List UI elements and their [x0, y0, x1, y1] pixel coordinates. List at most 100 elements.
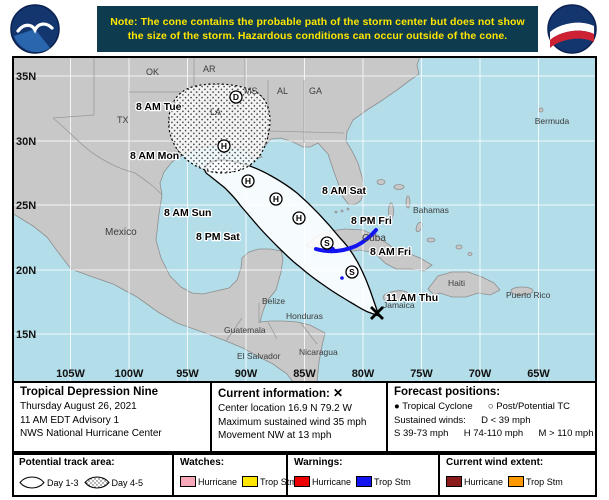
legend-warnings-items: Hurricane Trop Stm	[294, 476, 416, 487]
svg-text:H: H	[245, 176, 251, 186]
advisory-number: 11 AM EDT Advisory 1	[20, 414, 120, 426]
divider	[286, 455, 288, 495]
lat-label: 15N	[16, 329, 36, 341]
track-area-title: Potential track area:	[19, 457, 115, 468]
forecast-point: S	[320, 236, 334, 250]
hurricane-watch-swatch	[180, 476, 196, 487]
forecast-point: H	[292, 211, 306, 225]
current-position-marker	[370, 306, 384, 320]
ts-warning-label: Trop Stm	[374, 476, 411, 487]
track-time-label: 8 AM Fri	[370, 246, 411, 258]
lon-label: 85W	[293, 368, 316, 380]
track-time-label: 8 AM Tue	[136, 101, 182, 113]
ts-extent-label: Trop Stm	[526, 476, 563, 487]
divider	[210, 383, 212, 451]
lon-label: 105W	[56, 368, 85, 380]
current-info-title: Current information:	[218, 388, 330, 400]
lon-label: 90W	[235, 368, 258, 380]
svg-text:H: H	[221, 141, 227, 151]
florida-keys	[334, 207, 350, 214]
forecast-cone-day4-5	[168, 83, 271, 174]
ptc-symbol: ○	[487, 401, 494, 412]
advisory-date: Thursday August 26, 2021	[20, 401, 137, 412]
track-time-label: 11 AM Thu	[386, 292, 438, 304]
lat-label: 25N	[16, 200, 36, 212]
track-time-label: 8 AM Mon	[130, 150, 179, 162]
nws-logo	[547, 4, 597, 54]
wind-extent-title: Current wind extent:	[446, 457, 544, 468]
place-label: Guatemala	[224, 325, 266, 335]
noaa-logo	[10, 4, 60, 54]
sustained-winds-label: Sustained winds:	[394, 414, 466, 426]
wind-d: D < 39 mph	[481, 414, 531, 426]
state-label: AR	[203, 64, 216, 74]
lon-label: 75W	[410, 368, 433, 380]
divider	[172, 455, 174, 495]
forecast-track: S S H H H H D 11 AM Thu 8 AM Fri 8 PM Fr…	[129, 90, 439, 320]
lon-label: 100W	[115, 368, 144, 380]
track-time-label: 8 PM Sat	[196, 231, 240, 243]
ts-warning-cuba	[314, 228, 378, 254]
note-line-1: Note: The cone contains the probable pat…	[110, 16, 525, 28]
forecast-point: H	[269, 192, 283, 206]
forecast-point: H	[241, 174, 255, 188]
legend-warnings: Warnings:	[294, 457, 343, 468]
note-line-2: the size of the storm. Hazardous conditi…	[127, 30, 508, 42]
svg-text:S: S	[349, 267, 355, 277]
ptc-label: Post/Potential TC	[496, 401, 571, 412]
place-label: Puerto Rico	[506, 290, 551, 300]
forecast-point: H	[217, 139, 231, 153]
lon-label: 65W	[527, 368, 550, 380]
note-banner: Note: The cone contains the probable pat…	[97, 6, 538, 52]
divider	[438, 455, 440, 495]
place-label: Cuba	[362, 233, 386, 244]
issuing-agency: NWS National Hurricane Center	[20, 428, 162, 439]
divider	[386, 383, 388, 451]
legend-watches: Watches:	[180, 457, 224, 468]
jamaica-island	[382, 290, 410, 302]
day1-3-cone-icon	[19, 476, 45, 489]
lon-label: 70W	[469, 368, 492, 380]
svg-text:D: D	[233, 92, 239, 102]
legend-track-area: Potential track area:	[19, 457, 115, 468]
place-label: El Salvador	[237, 351, 281, 361]
max-sustained-wind: Maximum sustained wind 35 mph	[218, 416, 367, 428]
state-label: TX	[117, 115, 129, 125]
forecast-cone-day1-3	[204, 159, 381, 318]
current-position-symbol: ✕	[333, 386, 344, 400]
ts-warning-swatch	[356, 476, 373, 487]
lat-label: 30N	[16, 136, 36, 148]
hurricane-extent-swatch	[446, 476, 462, 487]
ts-watch-swatch	[242, 476, 259, 487]
ts-extent-swatch	[508, 476, 525, 487]
noaa-gull-icon	[16, 22, 54, 34]
place-label: Jamaica	[383, 300, 415, 310]
lon-label: 80W	[352, 368, 375, 380]
state-label: GA	[309, 86, 322, 96]
svg-text:H: H	[296, 213, 302, 223]
day4-5-label: Day 4-5	[111, 477, 144, 488]
state-label: OK	[146, 67, 159, 77]
map-frame	[12, 56, 597, 383]
wind-m: M > 110 mph	[538, 428, 594, 439]
hispaniola	[427, 271, 501, 298]
place-label: Bermuda	[535, 116, 570, 126]
legend-watches-items: Hurricane Trop Stm	[180, 476, 302, 487]
wind-s: S 39-73 mph	[394, 428, 449, 439]
day4-5-cone-icon	[83, 476, 110, 489]
lat-label: 20N	[16, 265, 36, 277]
state-label: AL	[277, 86, 288, 96]
legend-bar: Potential track area: Day 1-3 Day 4-5 Wa…	[12, 453, 597, 497]
place-label: Nicaragua	[299, 347, 338, 357]
svg-text:H: H	[273, 194, 279, 204]
ts-watch-label: Trop Stm	[260, 476, 297, 487]
bermuda-island	[538, 107, 544, 113]
map-labels: 35N 30N 25N 20N 15N 105W 100W 95W 90W 85…	[16, 64, 570, 380]
track-time-label: 8 AM Sun	[164, 207, 211, 219]
state-label: MS	[244, 86, 258, 96]
forecast-map: S S H H H H D 11 AM Thu 8 AM Fri 8 PM Fr…	[12, 56, 597, 383]
storm-name: Tropical Depression Nine	[20, 386, 159, 398]
tc-symbol: ●	[394, 401, 400, 412]
storm-summary: Tropical Depression Nine Thursday August…	[20, 386, 206, 441]
